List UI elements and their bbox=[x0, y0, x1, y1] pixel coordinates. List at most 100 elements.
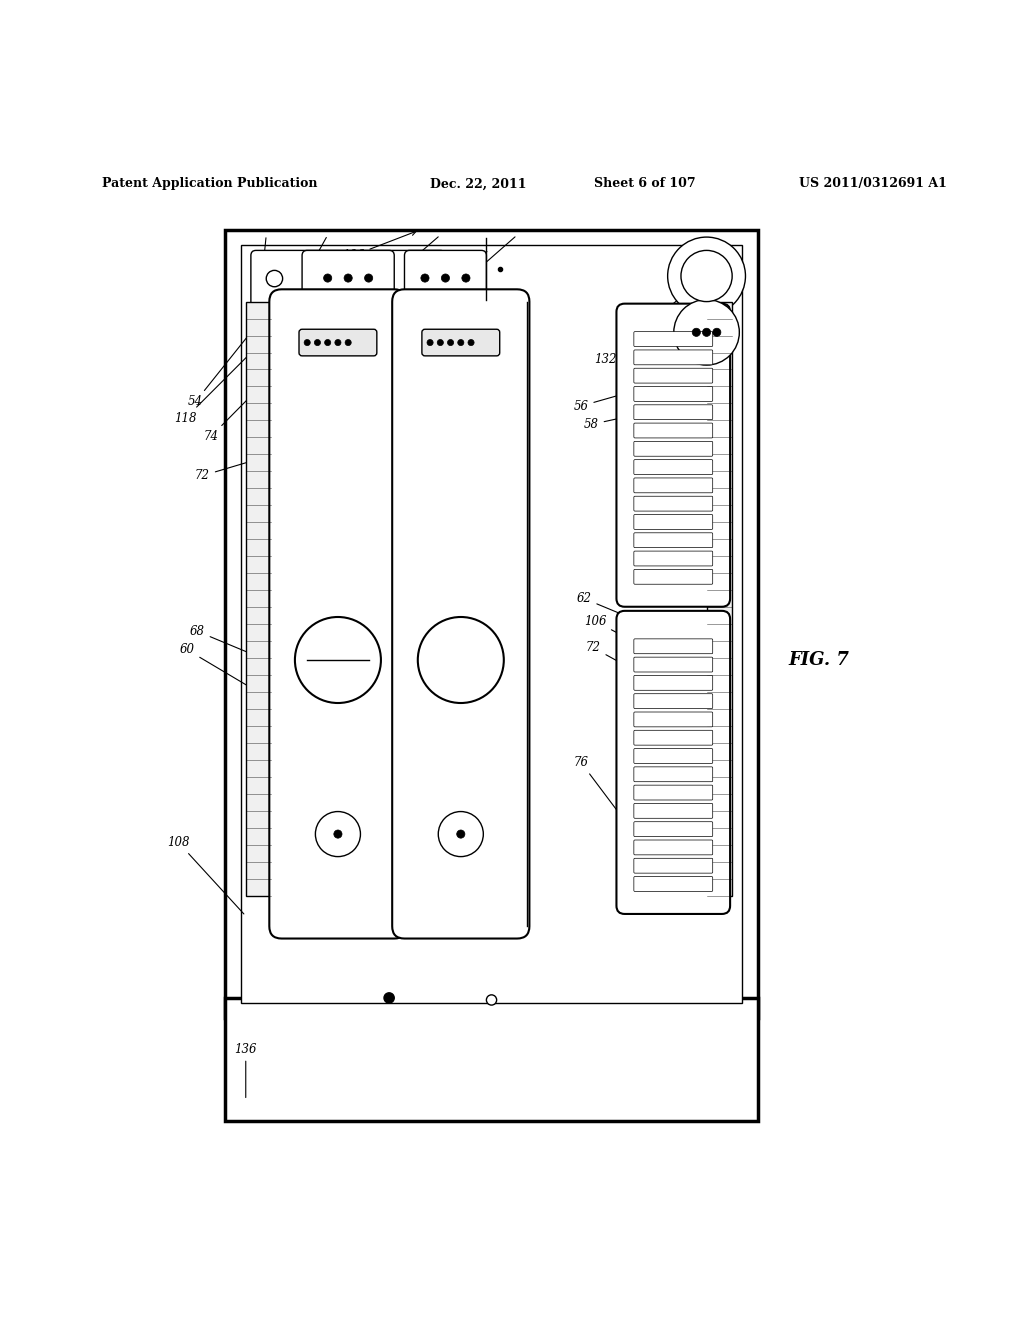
Circle shape bbox=[441, 275, 450, 282]
Text: Patent Application Publication: Patent Application Publication bbox=[102, 177, 317, 190]
Text: 126: 126 bbox=[376, 236, 438, 288]
FancyBboxPatch shape bbox=[269, 289, 407, 939]
FancyBboxPatch shape bbox=[404, 251, 486, 306]
FancyBboxPatch shape bbox=[634, 730, 713, 744]
Circle shape bbox=[457, 830, 465, 838]
Text: 131: 131 bbox=[388, 506, 443, 556]
FancyBboxPatch shape bbox=[634, 424, 713, 438]
Circle shape bbox=[345, 339, 351, 346]
Text: 56: 56 bbox=[573, 364, 729, 413]
Circle shape bbox=[468, 339, 474, 346]
Bar bbox=[225, 998, 758, 1121]
Text: 188: 188 bbox=[250, 238, 272, 293]
Bar bbox=[241, 246, 742, 1003]
Circle shape bbox=[304, 339, 310, 346]
FancyBboxPatch shape bbox=[634, 533, 713, 548]
Circle shape bbox=[713, 329, 721, 337]
FancyBboxPatch shape bbox=[251, 251, 445, 306]
Text: 72: 72 bbox=[195, 455, 268, 482]
FancyBboxPatch shape bbox=[634, 441, 713, 457]
Text: 72: 72 bbox=[586, 642, 725, 721]
Circle shape bbox=[668, 238, 745, 315]
Text: 118: 118 bbox=[174, 355, 249, 425]
FancyBboxPatch shape bbox=[634, 478, 713, 492]
Circle shape bbox=[266, 271, 283, 286]
FancyBboxPatch shape bbox=[634, 694, 713, 709]
FancyBboxPatch shape bbox=[634, 676, 713, 690]
Circle shape bbox=[365, 275, 373, 282]
Circle shape bbox=[447, 339, 454, 346]
FancyBboxPatch shape bbox=[392, 289, 529, 939]
FancyBboxPatch shape bbox=[634, 639, 713, 653]
FancyBboxPatch shape bbox=[634, 350, 713, 364]
Circle shape bbox=[315, 812, 360, 857]
Text: FIG. 7: FIG. 7 bbox=[788, 651, 850, 669]
FancyBboxPatch shape bbox=[634, 515, 713, 529]
FancyBboxPatch shape bbox=[634, 387, 713, 401]
Circle shape bbox=[438, 812, 483, 857]
Text: 132: 132 bbox=[594, 277, 705, 367]
Text: Dec. 22, 2011: Dec. 22, 2011 bbox=[430, 177, 526, 190]
FancyBboxPatch shape bbox=[616, 611, 730, 913]
Text: 128: 128 bbox=[291, 238, 327, 288]
Circle shape bbox=[462, 275, 470, 282]
Circle shape bbox=[421, 275, 429, 282]
Circle shape bbox=[324, 275, 332, 282]
FancyBboxPatch shape bbox=[634, 550, 713, 566]
FancyBboxPatch shape bbox=[634, 569, 713, 585]
FancyBboxPatch shape bbox=[634, 840, 713, 855]
Text: 136: 136 bbox=[234, 1043, 257, 1097]
Circle shape bbox=[334, 830, 342, 838]
FancyBboxPatch shape bbox=[302, 251, 394, 306]
FancyBboxPatch shape bbox=[422, 329, 500, 356]
Circle shape bbox=[692, 329, 700, 337]
Circle shape bbox=[458, 339, 464, 346]
Text: 74: 74 bbox=[203, 375, 271, 444]
FancyBboxPatch shape bbox=[634, 405, 713, 420]
Bar bbox=[246, 301, 271, 895]
Circle shape bbox=[295, 616, 381, 704]
Text: 190: 190 bbox=[447, 236, 515, 293]
Text: 134: 134 bbox=[412, 252, 487, 289]
Text: US 2011/0312691 A1: US 2011/0312691 A1 bbox=[799, 177, 946, 190]
Circle shape bbox=[325, 339, 331, 346]
FancyBboxPatch shape bbox=[616, 304, 730, 607]
Circle shape bbox=[427, 339, 433, 346]
Circle shape bbox=[486, 995, 497, 1005]
FancyBboxPatch shape bbox=[634, 496, 713, 511]
Bar bbox=[225, 230, 758, 1019]
FancyBboxPatch shape bbox=[634, 767, 713, 781]
Text: 130: 130 bbox=[325, 564, 347, 586]
Text: 58: 58 bbox=[584, 395, 729, 430]
FancyBboxPatch shape bbox=[634, 711, 713, 727]
Circle shape bbox=[681, 251, 732, 301]
FancyBboxPatch shape bbox=[634, 748, 713, 763]
Text: 92: 92 bbox=[319, 426, 345, 441]
Circle shape bbox=[335, 339, 341, 346]
Text: 60: 60 bbox=[179, 643, 254, 689]
Circle shape bbox=[344, 275, 352, 282]
FancyBboxPatch shape bbox=[634, 459, 713, 474]
Bar bbox=[707, 301, 732, 895]
FancyBboxPatch shape bbox=[634, 368, 713, 383]
Text: 106: 106 bbox=[584, 615, 725, 689]
Text: Sheet 6 of 107: Sheet 6 of 107 bbox=[594, 177, 695, 190]
Circle shape bbox=[674, 300, 739, 366]
Text: 196: 196 bbox=[342, 231, 416, 261]
Circle shape bbox=[384, 993, 394, 1003]
Text: 92: 92 bbox=[387, 436, 437, 451]
Circle shape bbox=[418, 616, 504, 704]
FancyBboxPatch shape bbox=[634, 657, 713, 672]
FancyBboxPatch shape bbox=[634, 331, 713, 347]
Text: 54: 54 bbox=[187, 334, 249, 408]
Text: 108: 108 bbox=[167, 836, 244, 913]
Text: 68: 68 bbox=[189, 624, 263, 659]
FancyBboxPatch shape bbox=[299, 329, 377, 356]
Circle shape bbox=[314, 339, 321, 346]
FancyBboxPatch shape bbox=[634, 785, 713, 800]
Text: 76: 76 bbox=[573, 756, 672, 883]
FancyBboxPatch shape bbox=[634, 822, 713, 837]
Circle shape bbox=[702, 329, 711, 337]
FancyBboxPatch shape bbox=[634, 804, 713, 818]
FancyBboxPatch shape bbox=[634, 858, 713, 873]
